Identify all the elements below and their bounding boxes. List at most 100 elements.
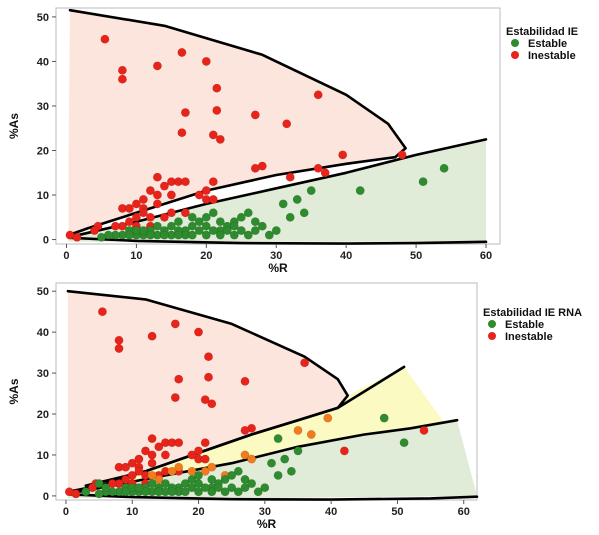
point-estable-54 <box>215 217 225 227</box>
unstable-region <box>68 10 406 236</box>
legend-marker-estable <box>511 39 519 47</box>
point-estable-51 <box>194 470 204 480</box>
point-inestable-0 <box>97 307 107 317</box>
point-inestable-20 <box>174 438 184 448</box>
point-inestable-48 <box>110 221 120 231</box>
point-estable-8 <box>243 208 253 218</box>
boundary-curve-4 <box>68 493 479 501</box>
y-tick-label: 30 <box>37 368 49 380</box>
point-estable-6 <box>273 470 283 480</box>
legend-label-inestable: Inestable <box>528 50 576 62</box>
y-tick-label: 30 <box>37 101 49 113</box>
chart-panel-1: 0 10 20 30 40 50 60 0 10 20 30 40 50 %R %As Estabilidad… <box>7 7 579 275</box>
point-estable-45 <box>124 230 134 240</box>
point-inestable-8 <box>180 108 190 118</box>
legend-marker-inestable <box>511 51 519 59</box>
point-inestable-48 <box>71 489 81 499</box>
point-inestable-32 <box>121 462 131 472</box>
point-estable-7 <box>285 212 295 222</box>
point-estable-52 <box>264 230 274 240</box>
point-inestable-45 <box>138 208 148 218</box>
point-inestable-16 <box>250 163 260 173</box>
legend-marker-estable <box>488 320 496 328</box>
y-tick-label: 50 <box>37 12 49 24</box>
point-estable-5 <box>286 466 296 476</box>
point-estable-4 <box>292 195 302 205</box>
point-inestable-12 <box>240 376 250 386</box>
point-estable-54 <box>101 483 111 493</box>
point-intermediate-0 <box>293 425 303 435</box>
point-inestable-7 <box>212 105 222 115</box>
point-inestable-43 <box>180 208 190 218</box>
x-tick-label: 10 <box>126 506 138 518</box>
point-estable-36 <box>145 230 155 240</box>
point-inestable-20 <box>397 150 407 160</box>
point-estable-52 <box>207 474 217 484</box>
legend-title: Estabilidad IE RNA <box>483 307 582 319</box>
point-estable-0 <box>439 163 449 173</box>
point-estable-27 <box>94 489 104 499</box>
point-inestable-44 <box>131 212 141 222</box>
point-intermediate-1 <box>306 429 316 439</box>
point-estable-30 <box>194 487 204 497</box>
point-estable-16 <box>194 217 204 227</box>
y-tick-label: 10 <box>37 450 49 462</box>
point-inestable-10 <box>200 395 210 405</box>
point-inestable-2 <box>114 343 124 353</box>
y-tick-label: 20 <box>37 145 49 157</box>
point-inestable-9 <box>177 128 187 138</box>
point-intermediate-2 <box>323 413 333 423</box>
point-estable-10 <box>250 217 260 227</box>
x-tick-label: 40 <box>340 250 352 262</box>
legend-label-estable: Estable <box>505 319 544 331</box>
point-estable-32 <box>201 230 211 240</box>
y-axis-label: %As <box>7 378 21 404</box>
point-inestable-29 <box>166 190 176 200</box>
point-inestable-6 <box>204 352 214 362</box>
point-estable-11 <box>227 483 237 493</box>
point-estable-3 <box>280 454 290 464</box>
point-estable-46 <box>240 483 250 493</box>
x-tick-label: 20 <box>192 506 204 518</box>
point-estable-35 <box>229 230 239 240</box>
x-axis-label: %R <box>268 261 288 275</box>
point-inestable-15 <box>240 425 250 435</box>
point-inestable-3 <box>152 61 162 71</box>
boundary-curve-2 <box>67 138 488 239</box>
x-axis-label: %R <box>257 517 277 531</box>
point-estable-34 <box>141 487 151 497</box>
point-estable-2 <box>355 186 365 196</box>
point-estable-8 <box>220 474 230 484</box>
point-estable-39 <box>194 226 204 236</box>
x-tick-label: 30 <box>270 250 282 262</box>
point-inestable-22 <box>147 450 157 460</box>
point-inestable-3 <box>147 331 157 341</box>
legend-label-estable: Estable <box>528 38 567 50</box>
point-inestable-26 <box>180 177 190 187</box>
stable-region <box>67 420 478 498</box>
point-inestable-7 <box>204 372 214 382</box>
point-estable-38 <box>173 230 183 240</box>
point-inestable-26 <box>200 454 210 464</box>
point-inestable-51 <box>419 425 429 435</box>
point-inestable-13 <box>300 358 310 368</box>
point-inestable-35 <box>138 195 148 205</box>
point-estable-39 <box>213 483 223 493</box>
point-estable-29 <box>96 232 106 242</box>
point-inestable-1 <box>117 65 127 75</box>
point-inestable-1 <box>114 335 124 345</box>
point-inestable-30 <box>194 190 204 200</box>
point-estable-47 <box>247 479 257 489</box>
point-estable-7 <box>233 466 243 476</box>
boundary-curve-3 <box>68 236 488 245</box>
point-estable-48 <box>227 470 237 480</box>
point-estable-5 <box>278 199 288 209</box>
point-inestable-33 <box>201 186 211 196</box>
legend-title: Estabilidad IE <box>506 26 578 38</box>
legend-label-inestable: Inestable <box>505 331 553 343</box>
point-inestable-24 <box>187 450 197 460</box>
point-estable-40 <box>208 226 218 236</box>
y-tick-label: 10 <box>37 190 49 202</box>
point-inestable-39 <box>134 466 144 476</box>
point-estable-56 <box>273 434 283 444</box>
